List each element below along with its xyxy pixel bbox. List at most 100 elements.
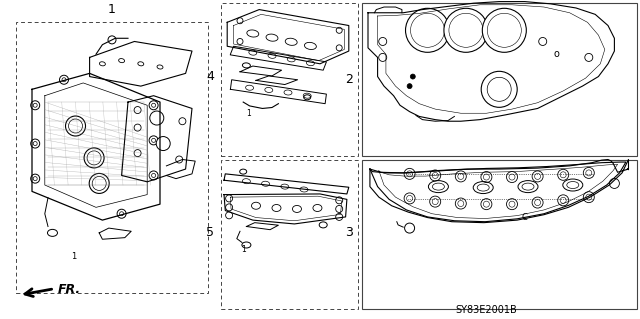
Circle shape xyxy=(483,201,490,207)
Circle shape xyxy=(226,204,232,211)
Circle shape xyxy=(557,169,569,180)
Circle shape xyxy=(560,172,566,178)
Circle shape xyxy=(458,174,464,179)
Ellipse shape xyxy=(433,183,444,190)
Text: SY83E2001B: SY83E2001B xyxy=(456,305,517,315)
Circle shape xyxy=(149,101,158,110)
Circle shape xyxy=(410,74,415,79)
Circle shape xyxy=(449,13,483,47)
Circle shape xyxy=(586,194,592,200)
Circle shape xyxy=(152,138,156,142)
Circle shape xyxy=(179,118,186,125)
Circle shape xyxy=(534,200,541,205)
Circle shape xyxy=(176,156,182,163)
Circle shape xyxy=(84,148,104,168)
Circle shape xyxy=(156,137,170,151)
Circle shape xyxy=(152,174,156,177)
Ellipse shape xyxy=(477,184,489,191)
Circle shape xyxy=(152,103,156,107)
Circle shape xyxy=(444,8,488,52)
Circle shape xyxy=(226,212,232,219)
Circle shape xyxy=(429,196,441,207)
Circle shape xyxy=(406,171,413,177)
Circle shape xyxy=(506,199,518,210)
Circle shape xyxy=(150,111,164,125)
Circle shape xyxy=(481,172,492,182)
Circle shape xyxy=(539,37,547,46)
Circle shape xyxy=(336,45,342,51)
Circle shape xyxy=(483,174,490,180)
Circle shape xyxy=(487,13,522,47)
Circle shape xyxy=(481,199,492,210)
Bar xyxy=(16,22,208,293)
Circle shape xyxy=(31,174,40,183)
Circle shape xyxy=(585,53,593,62)
Circle shape xyxy=(583,167,595,178)
Circle shape xyxy=(134,150,141,157)
Circle shape xyxy=(149,171,158,180)
Circle shape xyxy=(404,168,415,179)
Text: 5: 5 xyxy=(206,226,214,239)
Circle shape xyxy=(92,176,106,190)
Circle shape xyxy=(509,201,515,207)
Circle shape xyxy=(60,75,68,84)
Circle shape xyxy=(481,71,517,107)
Circle shape xyxy=(379,53,387,62)
Circle shape xyxy=(68,119,83,133)
Circle shape xyxy=(87,151,101,165)
Circle shape xyxy=(237,39,243,44)
Ellipse shape xyxy=(522,183,534,190)
Circle shape xyxy=(120,212,124,216)
Circle shape xyxy=(455,171,467,182)
Bar xyxy=(221,160,358,309)
Circle shape xyxy=(117,209,126,218)
Circle shape xyxy=(226,195,232,202)
Circle shape xyxy=(33,142,37,145)
Circle shape xyxy=(432,173,438,178)
Text: 3: 3 xyxy=(345,226,353,239)
Bar xyxy=(221,3,358,156)
Circle shape xyxy=(149,136,158,145)
Circle shape xyxy=(534,174,541,179)
Circle shape xyxy=(33,103,37,107)
Circle shape xyxy=(532,197,543,208)
Circle shape xyxy=(404,223,415,233)
Circle shape xyxy=(336,27,342,33)
Circle shape xyxy=(379,37,387,46)
Text: 1: 1 xyxy=(246,109,251,118)
Text: 1: 1 xyxy=(108,3,116,16)
Circle shape xyxy=(406,8,449,52)
Text: 1: 1 xyxy=(71,252,76,261)
Circle shape xyxy=(89,174,109,193)
Text: 1: 1 xyxy=(241,245,246,254)
Circle shape xyxy=(506,172,518,182)
Text: C: C xyxy=(522,213,528,222)
Circle shape xyxy=(33,177,37,181)
Circle shape xyxy=(65,116,86,136)
Circle shape xyxy=(455,198,467,209)
Circle shape xyxy=(406,196,413,201)
Text: o: o xyxy=(554,49,560,59)
Circle shape xyxy=(609,178,620,189)
Circle shape xyxy=(509,174,515,180)
Circle shape xyxy=(134,124,141,131)
Circle shape xyxy=(557,195,569,206)
Circle shape xyxy=(583,192,595,203)
Circle shape xyxy=(336,213,342,220)
Circle shape xyxy=(62,78,66,82)
Ellipse shape xyxy=(567,182,579,189)
Text: 4: 4 xyxy=(206,70,214,83)
Bar xyxy=(362,160,637,309)
Text: 2: 2 xyxy=(345,73,353,86)
Circle shape xyxy=(134,107,141,114)
Circle shape xyxy=(410,13,445,47)
Circle shape xyxy=(432,199,438,204)
Circle shape xyxy=(586,170,592,176)
Circle shape xyxy=(429,170,441,181)
Circle shape xyxy=(336,205,342,212)
Circle shape xyxy=(237,18,243,24)
Circle shape xyxy=(404,193,415,204)
Circle shape xyxy=(31,101,40,110)
Bar xyxy=(362,3,637,156)
Text: FR.: FR. xyxy=(58,283,81,296)
